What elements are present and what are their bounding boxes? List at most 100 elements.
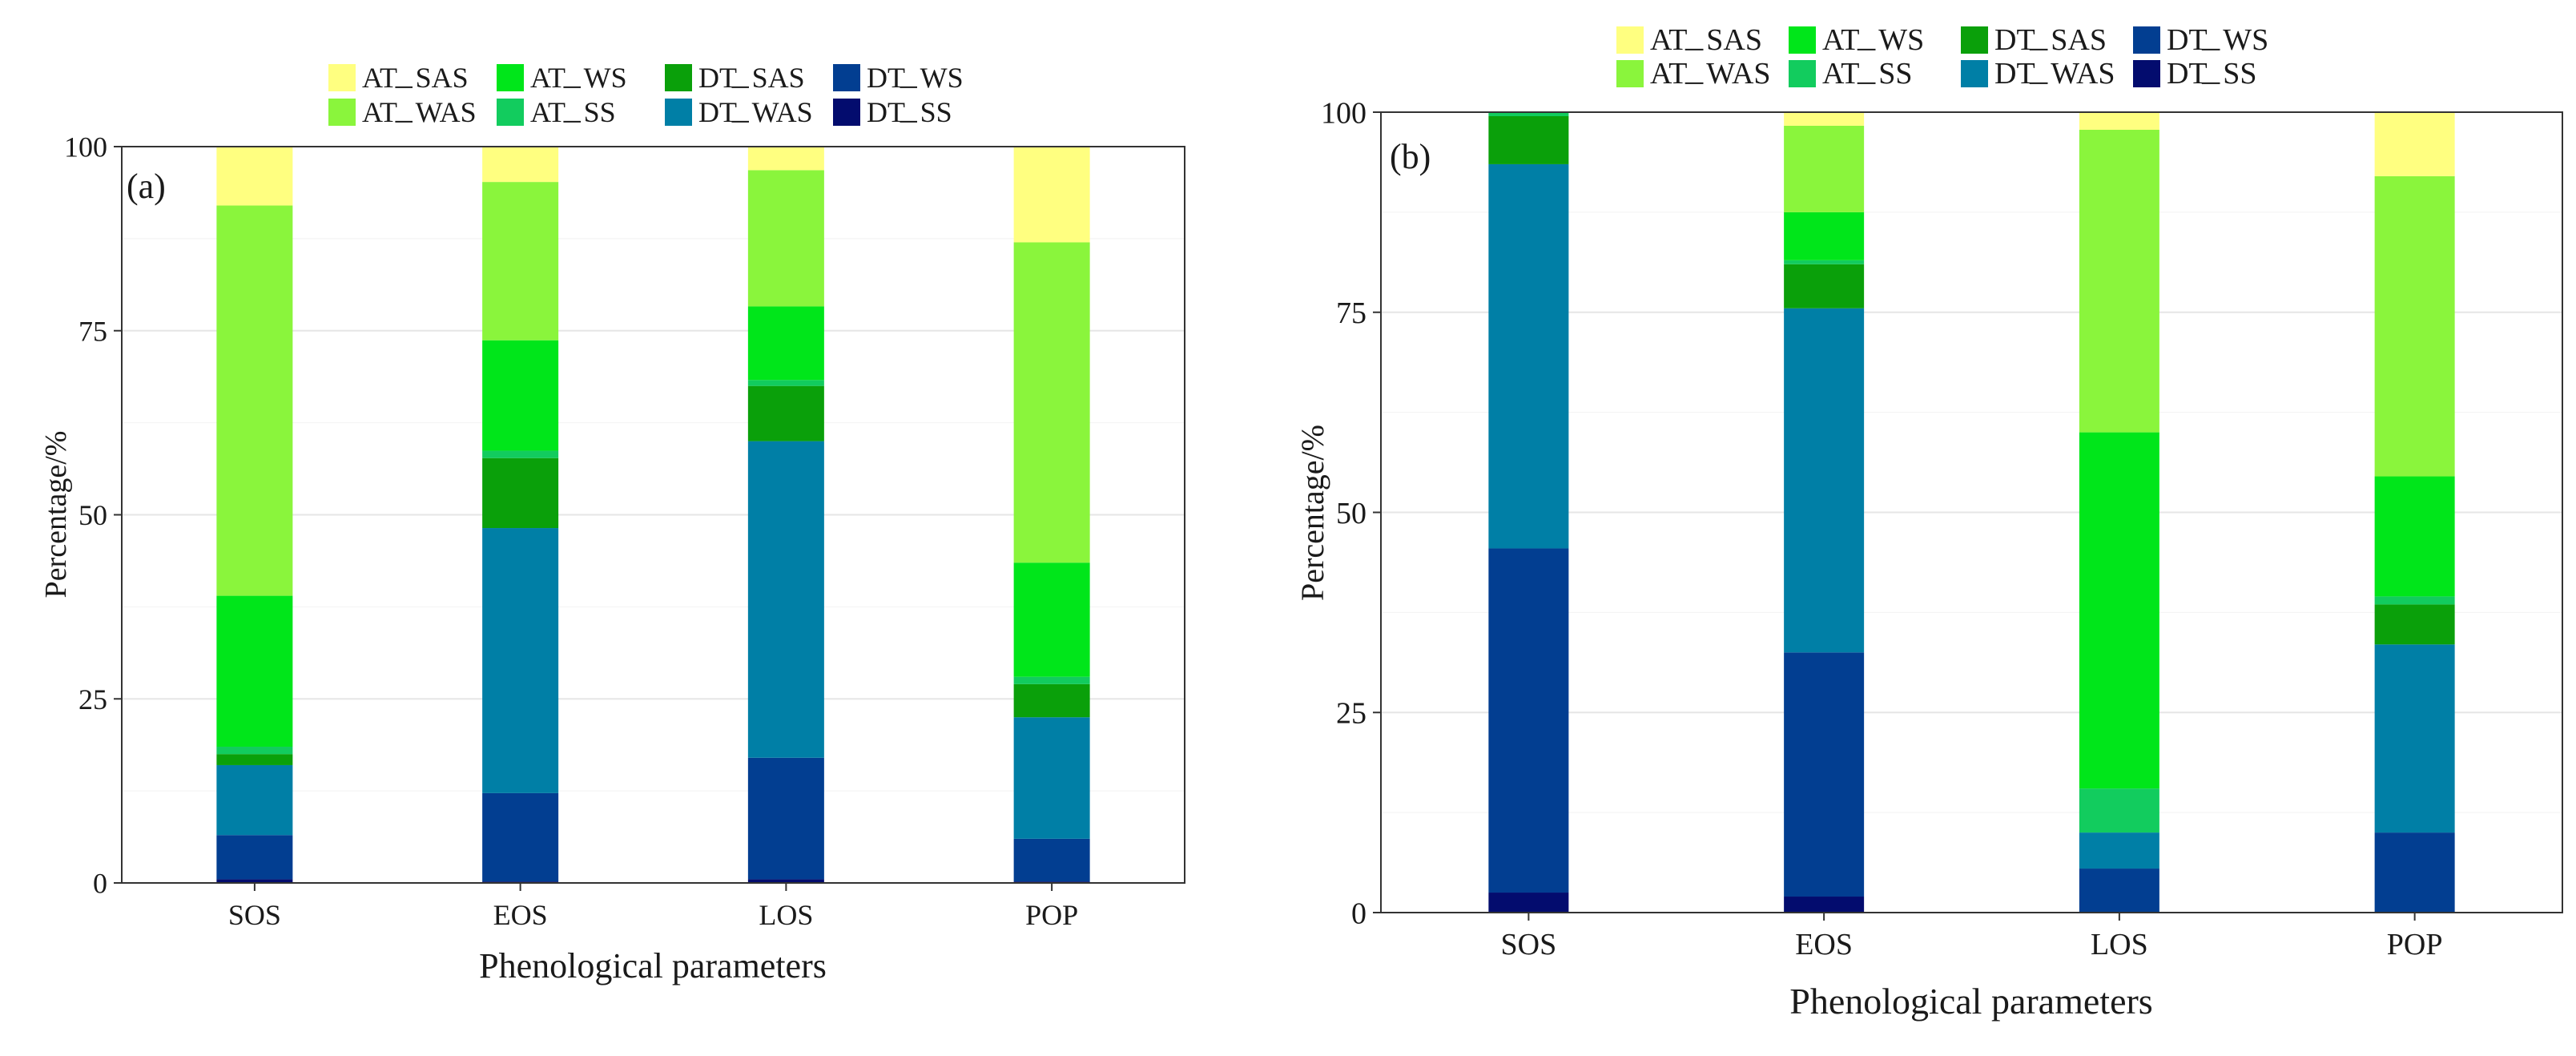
legend-label-suffix: WS: [2223, 23, 2268, 57]
bar-segment-los-at-sas: [2079, 112, 2159, 130]
bar-segment-eos-at-ws: [1784, 212, 1865, 260]
y-tick-label: 100: [64, 131, 107, 163]
legend-label-prefix: DT: [1994, 23, 2035, 57]
legend-label-prefix: DT: [867, 96, 905, 128]
legend-label-prefix: AT: [1650, 57, 1687, 91]
bar-segment-eos-dt-sas: [1784, 264, 1865, 308]
x-tick-label: SOS: [1501, 928, 1557, 961]
legend-swatch-at-was: [328, 99, 356, 126]
y-tick-label: 50: [1336, 497, 1366, 530]
bar-segment-pop-dt-ws: [1013, 838, 1090, 882]
legend-swatch-at-ss: [1789, 60, 1816, 87]
legend-label-prefix: AT: [1822, 57, 1859, 91]
bar-segment-eos-dt-ss: [1784, 897, 1865, 913]
x-tick-label: LOS: [2091, 928, 2148, 961]
bar-segment-sos-dt-sas: [216, 754, 293, 765]
legend-label-suffix: SAS: [1706, 23, 1762, 57]
bar-segment-eos-dt-was: [482, 528, 559, 793]
bar-segment-sos-at-sas: [216, 147, 293, 206]
legend-label-prefix: AT: [362, 62, 397, 94]
bar-segment-los-dt-ss: [747, 879, 824, 883]
x-tick-label: LOS: [759, 899, 813, 931]
y-axis-label: Percentage/%: [39, 431, 73, 599]
bar-segment-pop-dt-sas: [2374, 604, 2455, 645]
legend-label-suffix: WS: [920, 62, 964, 94]
bar-segment-sos-at-ws: [216, 595, 293, 747]
bar-segment-sos-dt-ws: [216, 835, 293, 880]
bar-segment-pop-at-ss: [1013, 676, 1090, 684]
legend-label-prefix: AT: [530, 96, 566, 128]
legend-label-suffix: SAS: [416, 62, 469, 94]
bar-segment-sos-at-was: [216, 205, 293, 596]
bar-segment-pop-at-sas: [1013, 147, 1090, 243]
legend-label-suffix: SS: [920, 96, 952, 128]
bar-segment-los-dt-was: [2079, 832, 2159, 869]
legend-label-prefix: DT: [867, 62, 905, 94]
legend-swatch-dt-was: [1961, 60, 1988, 87]
bar-segment-los-at-sas: [747, 147, 824, 171]
legend-label-suffix: WAS: [752, 96, 813, 128]
bar-segment-pop-dt-ws: [2374, 832, 2455, 913]
bar-segment-pop-at-ss: [2374, 596, 2455, 605]
bar-segment-eos-at-ss: [1784, 260, 1865, 264]
x-tick-label: POP: [1025, 899, 1078, 931]
y-axis-ticks: 0 25 50 75 100: [64, 131, 122, 900]
y-tick-label: 75: [1336, 296, 1366, 330]
legend: AT SAS AT WS DT SAS DT WS AT WAS AT SS DT WAS DT SS: [1616, 23, 2268, 91]
bar-segment-eos-at-was: [482, 182, 559, 341]
legend-swatch-dt-was: [665, 99, 692, 126]
legend-label-prefix: DT: [698, 62, 737, 94]
legend-label-prefix: AT: [530, 62, 566, 94]
x-axis-label: Phenological parameters: [1789, 981, 2152, 1022]
bars-group: [216, 147, 1090, 883]
y-axis-label: Percentage/%: [1294, 425, 1330, 601]
legend-label-suffix: SS: [584, 96, 616, 128]
x-tick-label: POP: [2387, 928, 2443, 961]
y-axis-ticks: 0 25 50 75 100: [1321, 96, 1381, 930]
x-axis-label: Phenological parameters: [479, 946, 827, 985]
bar-segment-pop-dt-was: [1013, 717, 1090, 839]
bar-segment-los-at-ss: [747, 380, 824, 386]
y-tick-label: 75: [78, 315, 107, 347]
x-tick-label: EOS: [1795, 928, 1853, 961]
bar-segment-eos-dt-was: [1784, 308, 1865, 653]
bar-segment-eos-at-ws: [482, 340, 559, 451]
legend-label-prefix: DT: [1994, 57, 2035, 91]
bar-segment-eos-at-was: [1784, 125, 1865, 212]
bar-segment-eos-dt-ws: [1784, 652, 1865, 897]
bar-segment-los-dt-sas: [747, 385, 824, 441]
panel-label: (a): [127, 167, 166, 206]
bar-segment-pop-at-was: [1013, 242, 1090, 563]
panel-label: (b): [1390, 137, 1431, 176]
legend-swatch-dt-ss: [833, 99, 860, 126]
legend-swatch-dt-ws: [833, 64, 860, 91]
y-tick-label: 0: [1351, 897, 1366, 930]
legend-swatch-at-ss: [497, 99, 524, 126]
x-tick-label: SOS: [228, 899, 281, 931]
bar-segment-sos-at-ss: [216, 746, 293, 755]
bar-segment-los-at-ws: [747, 306, 824, 381]
bar-segment-sos-dt-was: [1488, 163, 1569, 549]
legend-label-prefix: AT: [1650, 23, 1687, 57]
bar-segment-pop-at-ws: [1013, 562, 1090, 677]
legend-swatch-dt-ws: [2133, 26, 2160, 54]
x-tick-label: EOS: [493, 899, 548, 931]
legend-label-suffix: WAS: [1706, 57, 1770, 91]
legend-label-prefix: AT: [1822, 23, 1859, 57]
bar-segment-sos-dt-was: [216, 764, 293, 836]
legend-label-suffix: SS: [1878, 57, 1912, 91]
bars-group: [1488, 112, 2455, 913]
bar-segment-los-at-ss: [2079, 788, 2159, 833]
bar-segment-sos-dt-ss: [216, 879, 293, 883]
y-tick-label: 100: [1321, 96, 1366, 130]
bar-segment-eos-at-ss: [482, 450, 559, 458]
bar-segment-los-at-was: [747, 170, 824, 307]
chart-panel-b: 0 25 50 75 100 SOS EOS LOS POP (b) Phenological…: [1294, 23, 2563, 1022]
legend-label-prefix: DT: [2167, 57, 2208, 91]
legend-label-prefix: AT: [362, 96, 397, 128]
bar-segment-pop-dt-sas: [1013, 683, 1090, 718]
legend-label-suffix: SAS: [2051, 23, 2107, 57]
x-axis-ticks: SOS EOS LOS POP: [228, 883, 1078, 931]
legend-label-suffix: WAS: [2051, 57, 2115, 91]
